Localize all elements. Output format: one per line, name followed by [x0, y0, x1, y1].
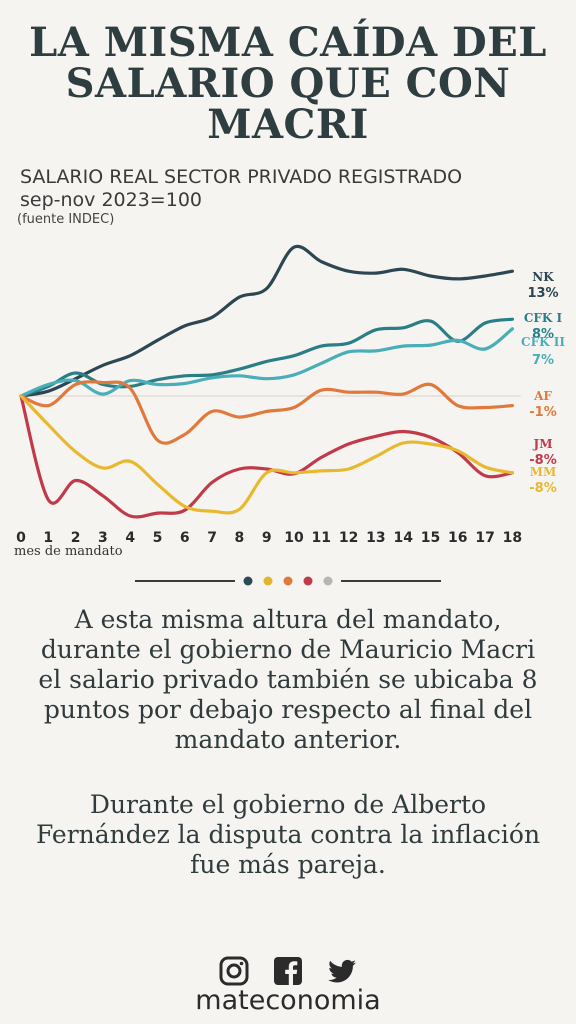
x-tick-label: 16 [448, 530, 467, 546]
title-line-3: MACRI [207, 101, 369, 148]
brand-name: mateconomia [195, 985, 381, 1016]
chart-subtitle: SALARIO REAL SECTOR PRIVADO REGISTRADO [20, 166, 463, 188]
x-tick-label: 4 [125, 530, 135, 546]
series-line-nk [19, 244, 514, 398]
x-tick-label: 11 [312, 530, 331, 546]
series-line-jm [19, 394, 514, 519]
divider-dot [283, 576, 293, 586]
title-line-2: SALARIO QUE CON [65, 60, 511, 107]
series-line-cfk-i [19, 317, 514, 398]
series-line-af [19, 380, 514, 445]
chart-source: (fuente INDEC) [17, 212, 115, 227]
facebook-icon[interactable] [272, 955, 304, 987]
x-tick-label: 17 [475, 530, 494, 546]
series-name-label: MM [530, 465, 557, 479]
series-name-label: CFK II [521, 335, 565, 349]
x-tick-label: 10 [284, 530, 304, 546]
divider-dot [303, 576, 313, 586]
page-title: LA MISMA CAÍDA DEL SALARIO QUE CON MACRI [0, 22, 576, 145]
series-name-label: AF [533, 389, 552, 403]
series-value-label: 7% [532, 353, 554, 368]
x-tick-label: 5 [153, 530, 163, 546]
title-line-1: LA MISMA CAÍDA DEL [29, 19, 547, 66]
divider-dot [243, 576, 253, 586]
series-value-label: 8% [532, 327, 554, 342]
series-name-label: NK [532, 270, 554, 284]
divider-dot [323, 576, 333, 586]
x-tick-label: 6 [180, 530, 190, 546]
series-value-label: -8% [529, 453, 556, 468]
x-tick-label: 8 [235, 530, 245, 546]
series-line-cfk-ii [19, 327, 514, 398]
x-tick-label: 12 [339, 530, 358, 546]
x-tick-label: 2 [71, 530, 81, 546]
series-value-label: -1% [529, 405, 556, 420]
divider-dot [263, 576, 273, 586]
x-tick-label: 0 [16, 530, 26, 546]
series-name-label: JM [533, 437, 553, 451]
divider [135, 576, 441, 586]
x-tick-label: 3 [98, 530, 108, 546]
x-tick-label: 13 [366, 530, 385, 546]
series-name-label: CFK I [524, 311, 563, 325]
twitter-icon[interactable] [326, 955, 358, 987]
x-tick-label: 1 [43, 530, 53, 546]
x-tick-label: 7 [207, 530, 217, 546]
instagram-icon[interactable] [218, 955, 250, 987]
series-line-mm [19, 394, 514, 515]
series-value-label: 13% [527, 286, 558, 301]
paragraph-macri: A esta misma altura del mandato, durante… [38, 605, 538, 754]
x-tick-label: 9 [262, 530, 272, 546]
x-tick-label: 18 [503, 530, 522, 546]
x-tick-label: 14 [393, 530, 413, 546]
series-value-label: -8% [529, 481, 556, 496]
x-tick-label: 15 [421, 530, 440, 546]
chart-base-period: sep-nov 2023=100 [20, 189, 202, 211]
x-axis-label: mes de mandato [14, 544, 123, 559]
footer: mateconomia [0, 955, 576, 1016]
paragraph-fernandez: Durante el gobierno de Alberto Fernández… [35, 790, 541, 879]
